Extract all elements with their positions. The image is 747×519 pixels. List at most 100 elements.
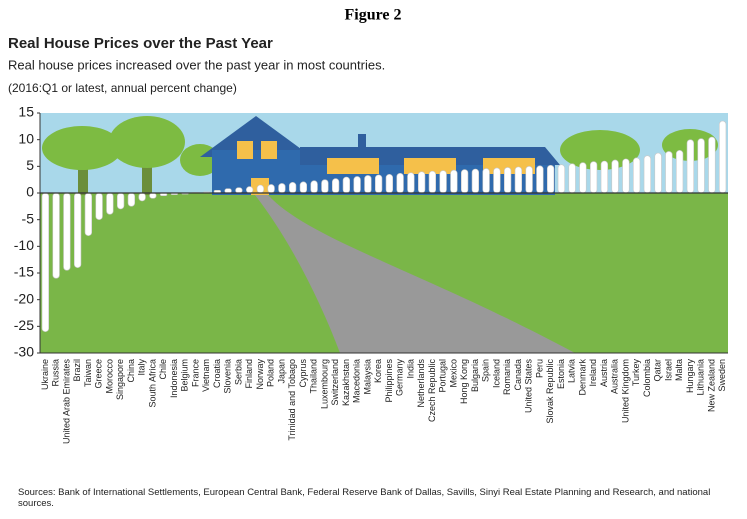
bar — [278, 183, 286, 194]
bar — [450, 169, 458, 194]
bar — [299, 181, 308, 194]
x-tick-label: Trinidad and Tobago — [287, 359, 297, 441]
x-tick-label: Macedonia — [352, 359, 362, 403]
tree — [42, 126, 122, 170]
x-tick-label: Romania — [502, 359, 512, 395]
y-tick-label: -5 — [22, 210, 35, 226]
bar — [718, 120, 727, 194]
bar — [95, 192, 103, 220]
bar — [149, 192, 157, 199]
bar — [116, 192, 125, 210]
bar — [267, 184, 275, 194]
x-tick-label: Brazil — [72, 359, 82, 382]
y-tick-label: -25 — [14, 317, 34, 333]
x-tick-label: Korea — [373, 359, 383, 383]
x-tick-label: Serbia — [233, 359, 243, 385]
source-note: Sources: Bank of International Settlemen… — [18, 487, 711, 509]
x-tick-label: Slovenia — [223, 359, 233, 394]
bar — [632, 157, 641, 194]
bar — [482, 168, 490, 194]
tree-trunk — [78, 150, 88, 195]
bar — [471, 168, 480, 194]
figure-label: Figure 2 — [344, 7, 401, 24]
bar — [385, 174, 394, 194]
bar — [73, 192, 82, 268]
x-tick-label: Germany — [395, 359, 405, 397]
bar — [138, 192, 146, 202]
chart-title: Real House Prices over the Past Year — [8, 35, 273, 52]
bar — [536, 165, 544, 194]
bar — [460, 169, 469, 194]
x-tick-label: France — [190, 359, 200, 387]
x-tick-label: Morocco — [104, 359, 114, 394]
x-tick-label: Finland — [244, 359, 254, 389]
x-tick-label: Switzerland — [330, 359, 340, 406]
x-tick-label: Bulgaria — [470, 359, 480, 392]
x-tick-label: Kazakhstan — [341, 359, 351, 406]
x-tick-label: Australia — [610, 359, 620, 394]
x-tick-label: India — [405, 359, 415, 379]
y-tick-label: -10 — [14, 237, 34, 253]
x-tick-label: Denmark — [577, 359, 587, 396]
x-tick-label: Sweden — [717, 359, 727, 392]
x-tick-label: New Zealand — [706, 359, 716, 412]
x-tick-label: Japan — [276, 359, 286, 384]
bar — [235, 187, 243, 194]
x-tick-label: Austria — [599, 359, 609, 387]
bar — [407, 172, 415, 194]
chart-subtitle: Real house prices increased over the pas… — [8, 57, 385, 72]
x-tick-label: Canada — [513, 359, 523, 391]
bar — [439, 170, 447, 194]
bar — [310, 180, 318, 194]
x-tick-label: Greece — [94, 359, 104, 389]
bar — [600, 160, 609, 194]
y-tick-label: 0 — [26, 184, 34, 200]
bar — [256, 184, 265, 194]
bar — [84, 192, 93, 236]
house-roof — [200, 116, 312, 157]
x-tick-label: Israel — [663, 359, 673, 381]
y-tick-label: 5 — [26, 157, 34, 173]
x-tick-label: Poland — [266, 359, 276, 387]
bar — [611, 159, 619, 194]
x-tick-label: Russia — [51, 359, 61, 387]
x-tick-label: Croatia — [212, 359, 222, 388]
bar — [546, 164, 555, 194]
tree — [560, 130, 640, 170]
x-tick-label: Italy — [137, 359, 147, 376]
x-tick-label: United States — [524, 359, 534, 414]
bar — [374, 174, 383, 194]
x-tick-label: Qatar — [653, 359, 663, 382]
x-tick-label: Belgium — [180, 359, 190, 392]
y-tick-label: -30 — [14, 344, 34, 360]
bar — [708, 136, 716, 194]
path — [255, 195, 575, 353]
x-tick-label: South Africa — [147, 359, 157, 408]
x-tick-label: Ireland — [588, 359, 598, 387]
x-tick-label: Thailand — [309, 359, 319, 394]
bar — [342, 176, 351, 194]
x-tick-label: United Kingdom — [620, 359, 630, 423]
bar — [622, 158, 630, 194]
x-tick-label: Ukraine — [40, 359, 50, 390]
bar — [353, 176, 361, 194]
bar — [245, 186, 254, 194]
bar — [525, 166, 533, 194]
bar — [288, 182, 297, 194]
bar — [41, 192, 50, 332]
x-tick-label: Czech Republic — [427, 359, 437, 423]
x-tick-label: Cyprus — [298, 359, 308, 388]
bar — [417, 171, 426, 194]
x-tick-label: Indonesia — [169, 359, 179, 398]
x-tick-label: Taiwan — [83, 359, 93, 387]
bar — [396, 172, 404, 194]
y-tick-label: 15 — [18, 104, 34, 120]
x-tick-label: Estonia — [556, 359, 566, 389]
x-tick-label: Philippines — [384, 359, 394, 403]
x-tick-label: Slovak Republic — [545, 359, 555, 424]
bar — [63, 192, 71, 271]
x-tick-label: Colombia — [642, 359, 652, 397]
x-tick-label: Malaysia — [362, 359, 372, 395]
bar — [697, 138, 705, 194]
